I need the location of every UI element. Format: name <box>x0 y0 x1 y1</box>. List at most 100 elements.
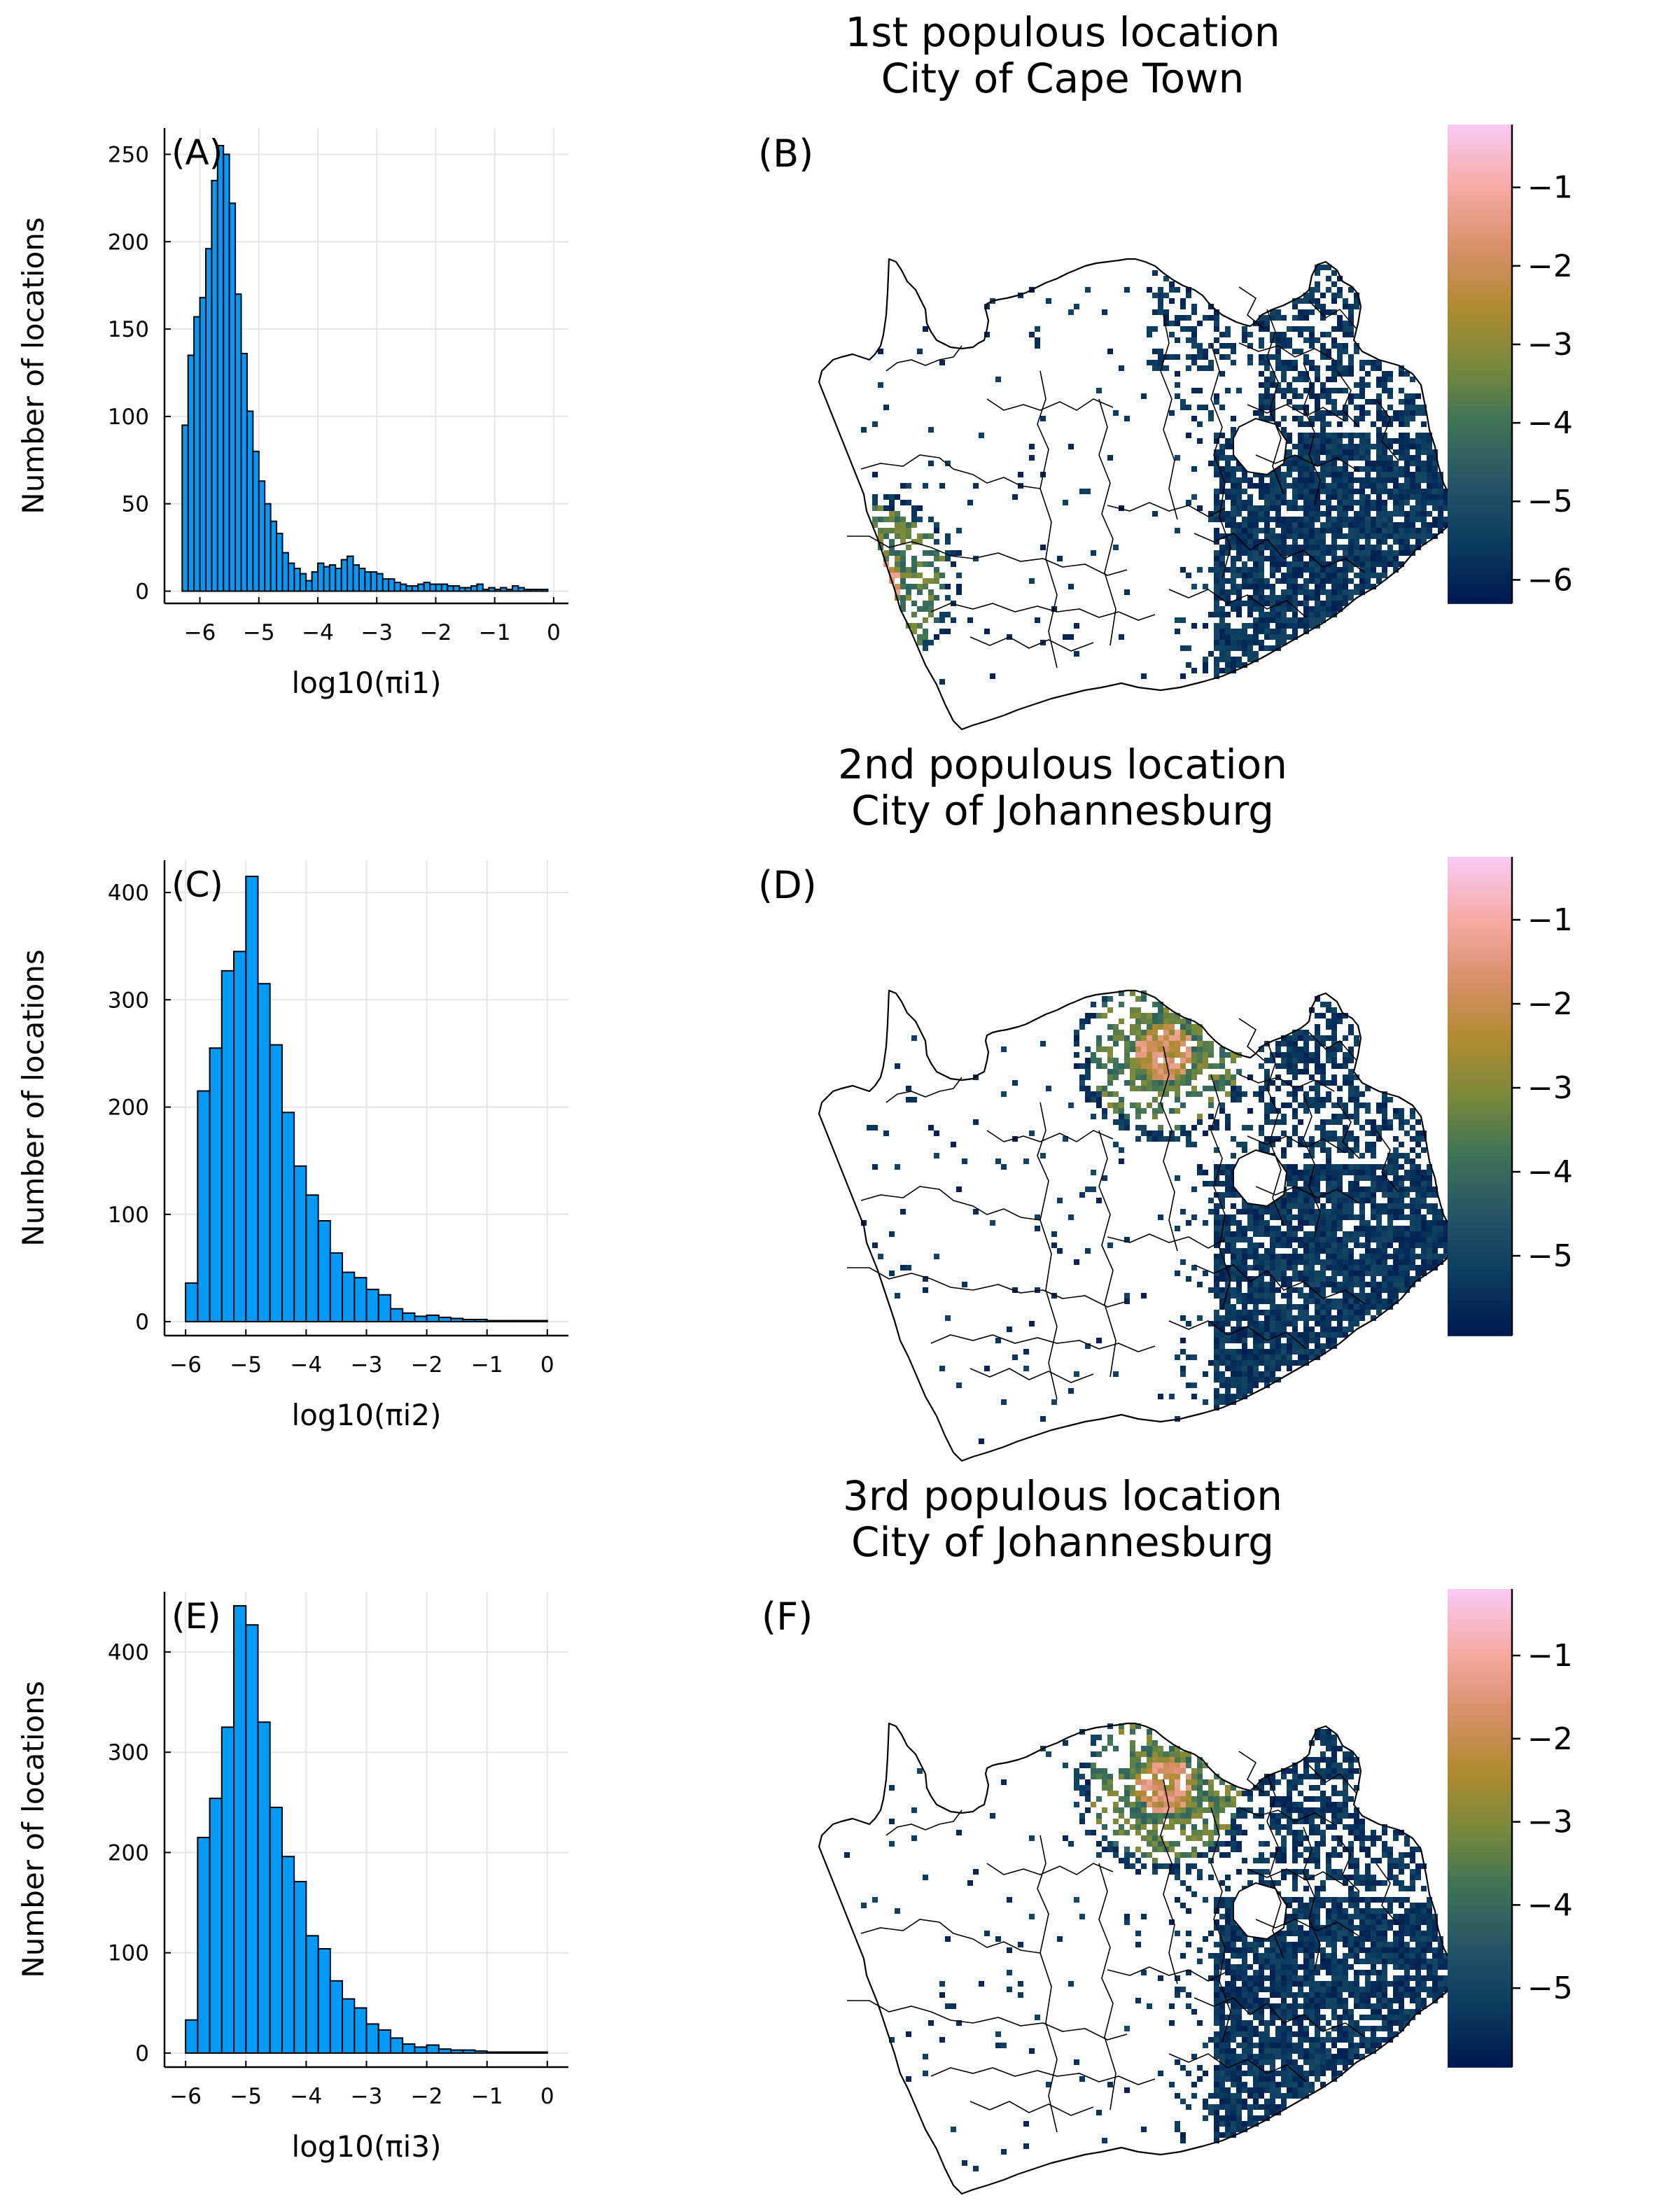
map-heat-cell <box>1337 1835 1343 1841</box>
map-heat-cell <box>1096 1035 1102 1041</box>
y-tick-label: 50 <box>122 492 149 517</box>
map-heat-cell <box>1415 494 1421 500</box>
map-heat-cell <box>1147 1052 1152 1058</box>
map-heat-cell <box>1320 1237 1326 1242</box>
map-heat-cell <box>923 1875 928 1880</box>
map-heat-cell <box>1102 1824 1107 1830</box>
map-heat-cell <box>1253 1265 1259 1270</box>
map-heat-cell <box>1309 578 1315 584</box>
map-heat-cell <box>1259 1125 1264 1130</box>
map-heat-cell <box>1309 477 1315 483</box>
map-heat-cell <box>895 550 900 556</box>
map-title-line: City of Cape Town <box>881 55 1245 102</box>
x-tick-label: −2 <box>411 1352 443 1378</box>
map-heat-cell <box>1382 489 1387 494</box>
map-heat-cell <box>1208 1052 1214 1058</box>
map-heat-cell <box>1247 1074 1253 1080</box>
map-heat-cell <box>1225 1841 1231 1847</box>
map-heat-cell <box>1152 1740 1158 1746</box>
map-heat-cell <box>1337 1063 1343 1069</box>
map-heat-cell <box>1371 584 1376 589</box>
map-heat-cell <box>1292 573 1298 578</box>
map-heat-cell <box>1219 1265 1225 1270</box>
map-heat-cell <box>1169 1819 1175 1824</box>
map-heat-cell <box>1348 567 1354 573</box>
map-heat-cell <box>1141 1779 1147 1785</box>
map-heat-cell <box>1309 1819 1315 1824</box>
map-heat-cell <box>883 1130 889 1136</box>
map-heat-cell <box>1399 1858 1404 1863</box>
map-heat-cell <box>1191 466 1197 472</box>
map-heat-cell <box>1292 1763 1298 1768</box>
map-heat-cell <box>1219 332 1225 337</box>
map-heat-cell <box>1331 1751 1337 1757</box>
map-heat-cell <box>1326 1220 1331 1226</box>
map-heat-cell <box>1404 444 1410 449</box>
map-heat-cell <box>1410 1875 1415 1880</box>
map-heat-cell <box>1309 1349 1315 1354</box>
map-heat-cell <box>1337 1114 1343 1119</box>
map-heat-cell <box>1298 1259 1303 1265</box>
map-heat-cell <box>1287 1035 1292 1041</box>
map-heat-cell <box>1287 1360 1292 1366</box>
map-heat-cell <box>1253 1214 1259 1220</box>
histogram-bar <box>438 2048 452 2054</box>
map-heat-cell <box>1135 1723 1141 1729</box>
map-heat-cell <box>1365 567 1371 573</box>
map-heat-cell <box>1147 1779 1152 1785</box>
map-heat-cell <box>1264 1108 1270 1114</box>
map-heat-cell <box>1141 1293 1147 1298</box>
map-heat-cell <box>1387 461 1393 466</box>
map-heat-cell <box>1152 1097 1158 1102</box>
map-heat-cell <box>1303 371 1309 377</box>
colorbar-segment <box>1448 1012 1512 1019</box>
map-heat-cell <box>1270 1259 1275 1265</box>
map-heat-cell <box>1169 1863 1175 1869</box>
map-heat-cell <box>1264 1069 1270 1074</box>
map-heat-cell <box>1147 1058 1152 1063</box>
map-heat-cell <box>1421 500 1427 505</box>
colorbar-segment <box>1448 417 1512 425</box>
map-heat-cell <box>1130 1046 1135 1052</box>
map-heat-cell <box>1242 1265 1247 1270</box>
map-heat-cell <box>1236 1254 1242 1259</box>
map-heat-cell <box>1287 1170 1292 1175</box>
map-heat-cell <box>895 584 900 589</box>
map-heat-cell <box>1180 1035 1186 1041</box>
map-heat-cell <box>1354 1164 1359 1170</box>
map-heat-cell <box>1079 1074 1085 1080</box>
map-heat-cell <box>1264 360 1270 365</box>
colorbar-segment <box>1448 1323 1512 1331</box>
map-heat-cell <box>1292 1785 1298 1791</box>
district-border <box>1303 362 1321 506</box>
map-heat-cell <box>1191 1142 1197 1147</box>
map-heat-cell <box>1354 343 1359 349</box>
map-heat-cell <box>1259 1226 1264 1231</box>
map-heat-cell <box>1247 1203 1253 1209</box>
map-heat-cell <box>1259 1332 1264 1338</box>
map-heat-cell <box>1331 1276 1337 1282</box>
map-heat-cell <box>1275 483 1281 489</box>
map-heat-cell <box>1315 500 1320 505</box>
map-heat-cell <box>1309 1164 1315 1170</box>
map-heat-cell <box>1387 1265 1393 1270</box>
map-heat-cell <box>1404 550 1410 556</box>
map-heat-cell <box>1236 466 1242 472</box>
map-heat-cell <box>1130 1751 1135 1757</box>
map-heat-cell <box>1152 1785 1158 1791</box>
map-heat-cell <box>1303 1091 1309 1097</box>
map-heat-cell <box>1399 1265 1404 1270</box>
district-border <box>1098 398 1116 646</box>
colorbar-segment <box>1448 886 1512 894</box>
map-heat-cell <box>990 1813 995 1819</box>
map-heat-cell <box>1326 472 1331 477</box>
map-heat-cell <box>911 1035 917 1041</box>
map-heat-cell <box>1337 1170 1343 1175</box>
map-heat-cell <box>1348 1198 1354 1203</box>
map-heat-cell <box>1303 623 1309 629</box>
map-heat-cell <box>1320 1175 1326 1181</box>
map-heat-cell <box>1135 1136 1141 1142</box>
map-heat-cells <box>844 1723 1455 2171</box>
map-heat-cell <box>1320 1013 1326 1018</box>
map-heat-cell <box>1219 1304 1225 1310</box>
